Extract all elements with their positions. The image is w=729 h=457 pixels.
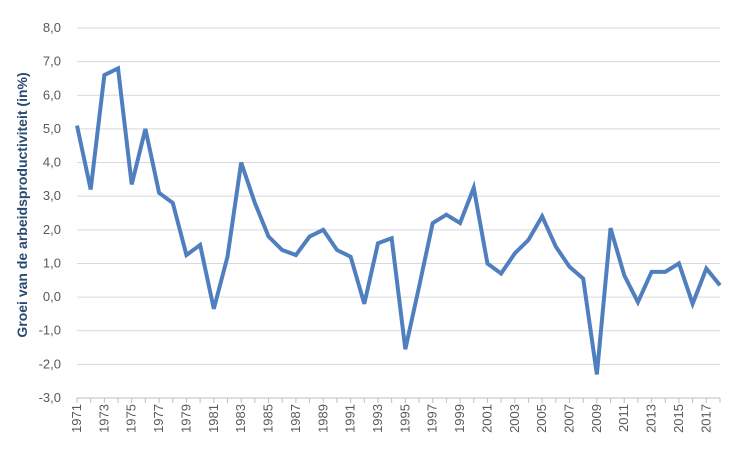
x-tick-label: 1977 — [151, 404, 166, 433]
x-tick-label: 1999 — [452, 404, 467, 433]
data-point — [609, 226, 613, 230]
data-point — [376, 241, 380, 245]
y-tick-label: 1,0 — [43, 255, 61, 270]
data-point — [622, 273, 626, 277]
data-point — [554, 245, 558, 249]
data-point — [444, 213, 448, 217]
data-point — [349, 255, 353, 259]
x-tick-label: 1995 — [397, 404, 412, 433]
x-tick-label: 2007 — [562, 404, 577, 433]
gridlines — [77, 27, 720, 399]
x-tick-label: 1991 — [343, 404, 358, 433]
data-point — [403, 347, 407, 351]
x-tick-label: 2013 — [644, 404, 659, 433]
data-point — [704, 267, 708, 271]
data-point — [308, 235, 312, 239]
data-point — [485, 261, 489, 265]
data-point — [130, 182, 134, 186]
series-line — [75, 65, 722, 375]
data-point — [663, 270, 667, 274]
data-point — [431, 221, 435, 225]
data-point — [75, 124, 79, 128]
data-point — [116, 66, 120, 70]
data-point — [691, 302, 695, 306]
data-point — [677, 261, 681, 265]
x-tick-label: 1973 — [96, 404, 111, 433]
data-point — [362, 302, 366, 306]
x-tick-label: 1987 — [288, 404, 303, 433]
data-point — [390, 236, 394, 240]
y-axis-ticks: -3,0 -2,0 -1,0 0,0 1,0 2,0 3,0 4,0 5,0 6,0 7,0 8,0 — [39, 20, 61, 405]
data-point — [253, 201, 257, 205]
y-axis-label: Groei van de arbeidsproductiviteit (in%) — [14, 72, 30, 337]
data-point — [239, 161, 243, 165]
data-point — [280, 248, 284, 252]
data-point — [143, 127, 147, 131]
data-point — [335, 248, 339, 252]
y-tick-label: 6,0 — [43, 87, 61, 102]
data-point — [267, 235, 271, 239]
x-tick-label: 1979 — [178, 404, 193, 433]
data-point — [157, 191, 161, 195]
data-point — [650, 270, 654, 274]
y-tick-label: 7,0 — [43, 54, 61, 69]
y-tick-label: -2,0 — [39, 356, 61, 371]
y-tick-label: 2,0 — [43, 222, 61, 237]
data-point — [212, 307, 216, 311]
x-tick-label: 2003 — [507, 404, 522, 433]
data-point — [472, 186, 476, 190]
x-tick-label: 1993 — [370, 404, 385, 433]
y-tick-label: 4,0 — [43, 155, 61, 170]
x-tick-label: 2001 — [479, 404, 494, 433]
x-tick-label: 2009 — [589, 404, 604, 433]
y-tick-label: 3,0 — [43, 188, 61, 203]
data-point — [321, 228, 325, 232]
x-axis-ticks: 1971 1973 1975 1977 1979 1981 1983 1985 1987 1989… — [69, 398, 721, 433]
y-tick-label: 5,0 — [43, 121, 61, 136]
x-tick-label: 1981 — [206, 404, 221, 433]
y-tick-label: 0,0 — [43, 289, 61, 304]
data-point — [526, 238, 530, 242]
data-points — [75, 66, 722, 376]
x-tick-label: 1975 — [124, 404, 139, 433]
x-tick-label: 2017 — [698, 404, 713, 433]
x-tick-label: 2015 — [671, 404, 686, 433]
x-tick-label: 2005 — [534, 404, 549, 433]
data-point — [89, 187, 93, 191]
data-point — [513, 251, 517, 255]
data-point — [225, 255, 229, 259]
x-tick-label: 1971 — [69, 404, 84, 433]
data-point — [595, 372, 599, 376]
x-tick-label: 1983 — [233, 404, 248, 433]
x-tick-label: 1989 — [315, 404, 330, 433]
data-point — [568, 265, 572, 269]
y-tick-label: -1,0 — [39, 323, 61, 338]
data-point — [581, 277, 585, 281]
data-point — [540, 214, 544, 218]
data-point — [417, 285, 421, 289]
data-point — [499, 272, 503, 276]
y-tick-label: 8,0 — [43, 20, 61, 35]
y-tick-label: -3,0 — [39, 390, 61, 405]
data-point — [198, 243, 202, 247]
data-point — [718, 283, 722, 287]
x-tick-label: 2011 — [616, 404, 631, 432]
data-point — [184, 253, 188, 257]
x-tick-label: 1985 — [261, 404, 276, 433]
x-tick-label: 1997 — [425, 404, 440, 433]
data-point — [102, 73, 106, 77]
data-point — [636, 300, 640, 304]
data-point — [171, 201, 175, 205]
data-point — [458, 221, 462, 225]
data-point — [294, 253, 298, 257]
